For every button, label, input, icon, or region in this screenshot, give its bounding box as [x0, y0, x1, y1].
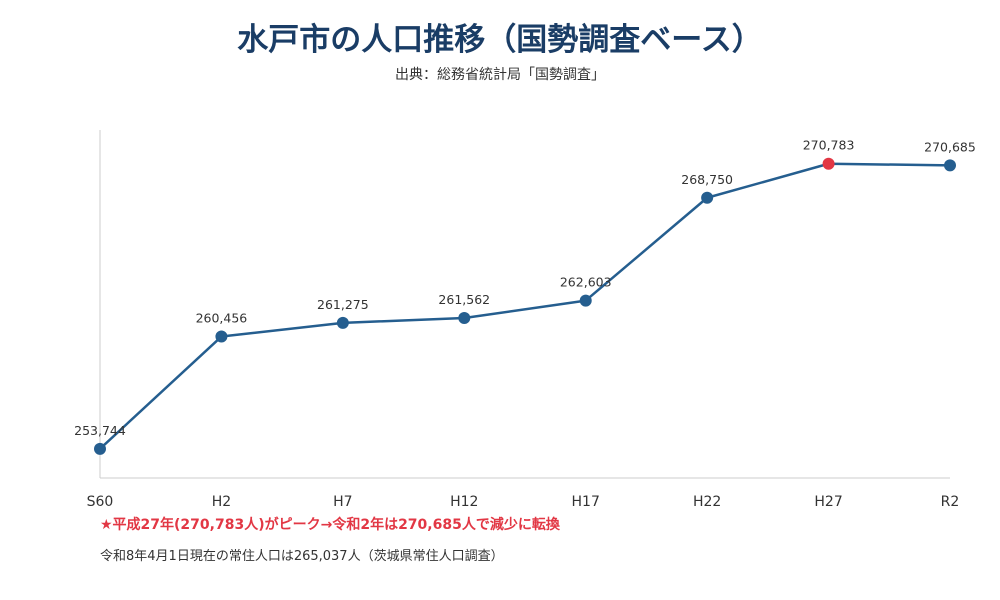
source-subtitle: 出典：総務省統計局「国勢調査」: [395, 67, 605, 83]
data-label: 268,750: [681, 172, 733, 187]
data-label: 262,603: [560, 275, 612, 290]
current-population-note: 令和8年4月1日現在の常住人口は265,037人（茨城県常住人口調査）: [100, 549, 504, 564]
data-label: 260,456: [196, 311, 248, 326]
data-label: 270,783: [803, 138, 855, 153]
x-tick-label: S60: [87, 494, 114, 510]
x-tick-label: R2: [941, 494, 960, 510]
data-point: [458, 312, 471, 325]
data-point: [336, 316, 349, 329]
x-tick-label: H2: [212, 494, 231, 510]
data-label: 261,275: [317, 297, 369, 312]
page-title: 水戸市の人口推移（国勢調査ベース）: [237, 22, 763, 58]
data-point: [579, 294, 592, 307]
data-label: 261,562: [438, 292, 490, 307]
data-point: [94, 442, 106, 455]
data-label: 270,685: [924, 139, 976, 154]
x-tick-label: H22: [693, 494, 721, 510]
peak-note: ★平成27年(270,783人)がピーク→令和2年は270,685人で減少に転換: [100, 517, 560, 533]
x-tick-label: H17: [572, 494, 600, 510]
x-tick-label: H7: [333, 494, 352, 510]
x-tick-label: H27: [814, 494, 842, 510]
x-tick-label: H12: [450, 494, 478, 510]
data-label: 253,744: [74, 423, 126, 438]
data-point: [215, 330, 228, 343]
data-point: [944, 159, 956, 172]
series-line: [99, 162, 951, 450]
peak-data-point: [822, 157, 835, 170]
data-point: [701, 191, 714, 204]
